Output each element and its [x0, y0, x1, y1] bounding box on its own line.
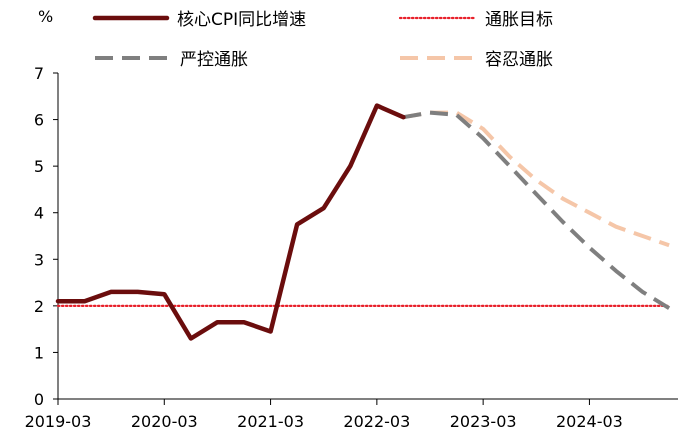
x-tick-label: 2021-03: [237, 412, 304, 431]
series-line-3: [403, 110, 670, 248]
legend-label-2: 严控通胀: [180, 50, 248, 70]
series-line-0: [55, 103, 406, 341]
x-tick-label: 2020-03: [131, 412, 198, 431]
y-tick-label: 1: [34, 343, 44, 362]
x-tick-label: 2022-03: [343, 412, 410, 431]
y-tick-label: 4: [34, 204, 44, 223]
y-tick-label: 5: [34, 157, 44, 176]
y-tick-label: 3: [34, 250, 44, 269]
y-tick-label: 7: [34, 64, 44, 83]
axes: 0 1 2 3 4 5 6 7% 2019-03 2020-03 2021-03 2022-03 202…: [25, 7, 678, 431]
series-layer: [55, 103, 671, 341]
y-tick-label: 6: [34, 111, 44, 130]
x-tick-label: 2024-03: [556, 412, 623, 431]
y-tick-label: 0: [34, 390, 44, 409]
y-tick-label: 2: [34, 297, 44, 316]
x-tick-label: 2019-03: [25, 412, 92, 431]
x-tick-label: 2023-03: [450, 412, 517, 431]
legend-label-3: 容忍通胀: [485, 50, 553, 70]
legend-label-0: 核心CPI同比增速: [177, 10, 306, 30]
y-axis-unit-label: %: [38, 7, 53, 26]
legend-label-1: 通胀目标: [485, 10, 553, 30]
series-line-2: [403, 110, 671, 310]
